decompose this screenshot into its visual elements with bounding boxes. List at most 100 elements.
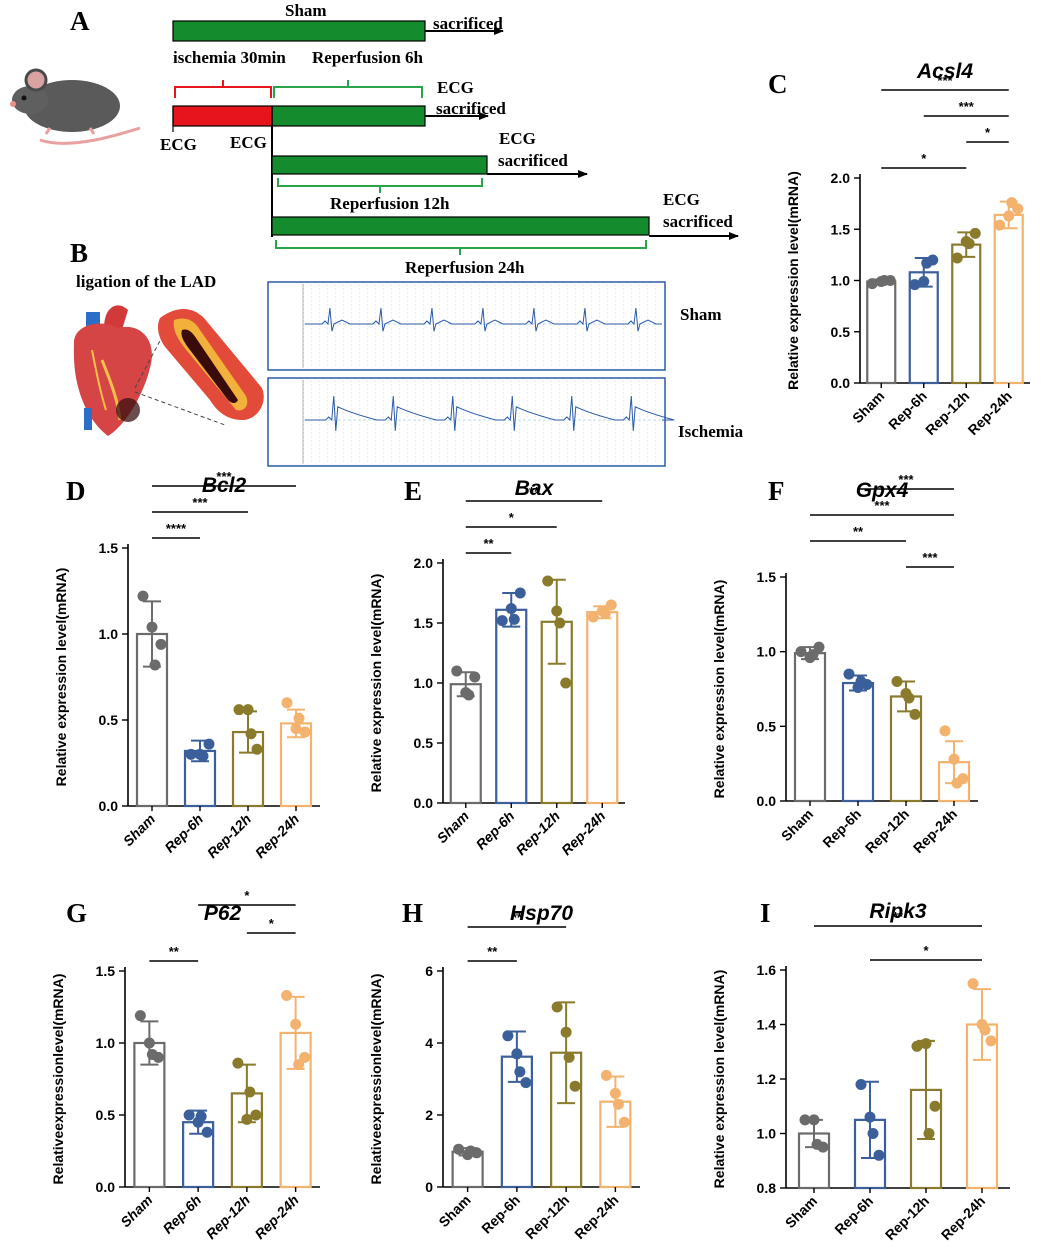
x-tick-label: Rep-24h [251, 1192, 301, 1242]
y-tick-label: 0.5 [757, 718, 777, 734]
x-tick-label: Sham [778, 806, 816, 844]
chart-gpx4: Gpx4 Relative expression level(mRNA) 0.0 0.… [711, 472, 978, 856]
chart-hsp70: Hsp70 Relativeexpressionlevel(mRNA) 0 2 4 6 Sh… [368, 902, 640, 1242]
data-point [909, 708, 921, 720]
y-tick-label: 2.0 [831, 170, 851, 186]
data-point [469, 671, 481, 683]
panel-label-h: H [402, 898, 423, 928]
data-point [951, 252, 963, 264]
x-tick-label: Rep-12h [882, 1193, 932, 1243]
panel-label-f: F [768, 476, 785, 506]
data-point [508, 613, 520, 625]
data-point [149, 659, 161, 671]
significance-label: *** [874, 498, 890, 513]
x-tick-label: Sham [435, 1192, 473, 1230]
data-point [451, 665, 463, 677]
data-point [520, 1077, 532, 1089]
panel-label-a: A [70, 6, 90, 36]
data-point [463, 689, 475, 701]
significance-label: *** [937, 73, 953, 88]
bar-rep-6h [841, 681, 875, 803]
data-point [903, 692, 915, 704]
y-tick-label: 1.0 [414, 675, 434, 691]
y-tick-label: 0.8 [757, 1180, 777, 1196]
reperfusion-24h-label: Reperfusion 24h [405, 258, 525, 277]
x-tick-label: Rep-6h [819, 806, 864, 851]
ischemia-label: ischemia 30min [173, 48, 286, 67]
data-point [195, 1110, 207, 1122]
significance-label: * [269, 916, 275, 931]
data-point [554, 617, 566, 629]
y-tick-label: 0.5 [99, 712, 119, 728]
mouse-illustration [10, 68, 141, 145]
significance-label: * [921, 151, 927, 166]
data-point [137, 590, 149, 602]
bar-sham [449, 683, 482, 805]
data-point [813, 641, 825, 653]
significance-label: ** [529, 484, 540, 499]
data-point [963, 238, 975, 250]
significance-label: ** [487, 944, 498, 959]
y-tick-label: 0 [425, 1179, 433, 1195]
data-point [560, 677, 572, 689]
data-point [1006, 197, 1018, 209]
schematic-panel-b: B ligation of the LAD Sham [70, 238, 744, 467]
ecg-sham-label: Sham [680, 305, 722, 324]
y-tick-label: 1.0 [99, 626, 119, 642]
data-point [587, 611, 599, 623]
data-point [293, 712, 305, 724]
x-tick-label: Rep-6h [473, 808, 518, 853]
artery-illustration [158, 309, 264, 420]
significance-label: *** [898, 472, 914, 487]
data-point [843, 668, 855, 680]
x-tick-label: Sham [782, 1193, 820, 1231]
data-point [891, 676, 903, 688]
x-tick-label: Rep-6h [159, 1192, 204, 1237]
bar-sham [793, 652, 827, 803]
data-point [599, 607, 611, 619]
ecg-label-24h: ECG [663, 190, 700, 209]
data-point [299, 1051, 311, 1063]
y-tick-label: 0.5 [414, 735, 434, 751]
y-tick-label: 1.0 [831, 273, 851, 289]
ecg-label-post-ischemia: ECG [230, 133, 267, 152]
significance-label: ** [169, 944, 180, 959]
data-point [155, 638, 167, 650]
data-point [918, 276, 930, 288]
rep6-bar [271, 105, 426, 127]
y-tick-label: 1.5 [757, 569, 777, 585]
ecg-label-12h: ECG [499, 129, 536, 148]
sacrificed-label-24h: sacrificed [663, 212, 733, 231]
ecg-ischemia-label: Ischemia [678, 422, 744, 441]
y-tick-label: 1.0 [757, 1126, 777, 1142]
significance-label: **** [166, 521, 187, 536]
data-point [251, 743, 263, 755]
data-point [967, 978, 979, 990]
data-point [551, 1001, 563, 1013]
y-tick-label: 2 [425, 1107, 433, 1123]
data-point [185, 748, 197, 760]
chart-acsl4: Acsl4 Relative expression level(mRNA) 0.0 0… [785, 60, 1030, 438]
heart-illustration [73, 305, 152, 436]
chart-ripk3: Ripk3 Relative expression level(mRNA) 0.8 1… [711, 900, 1010, 1243]
reperfusion-12h-label: Reperfusion 12h [330, 194, 450, 213]
data-point [281, 697, 293, 709]
bar-sham [133, 1041, 166, 1189]
data-point [563, 1051, 575, 1063]
sacrificed-label-12h: sacrificed [498, 151, 568, 170]
y-tick-label: 0.0 [96, 1179, 116, 1195]
y-axis-label: Relative expression level(mRNA) [785, 171, 801, 390]
data-point [807, 649, 819, 661]
panel-label-g: G [66, 898, 87, 928]
data-point [245, 728, 257, 740]
ecg-trace-sham [267, 281, 666, 371]
data-point [1003, 210, 1015, 222]
panel-label-c: C [768, 69, 788, 99]
data-point [612, 1098, 624, 1110]
data-point [299, 726, 311, 738]
data-point [143, 1037, 155, 1049]
bar-sham [866, 280, 897, 385]
data-point [514, 1066, 526, 1078]
rep24-bar [271, 216, 650, 236]
